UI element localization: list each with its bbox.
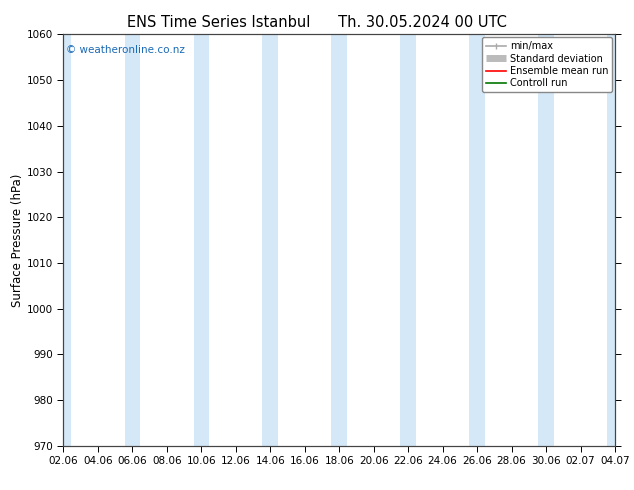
Bar (332, 34, 347, 446)
Text: ENS Time Series Istanbul      Th. 30.05.2024 00 UTC: ENS Time Series Istanbul Th. 30.05.2024 … (127, 15, 507, 30)
Bar (262, 34, 278, 446)
Text: © weatheronline.co.nz: © weatheronline.co.nz (66, 45, 185, 54)
Bar (538, 34, 553, 446)
Bar (125, 34, 140, 446)
Bar (193, 34, 209, 446)
Legend: min/max, Standard deviation, Ensemble mean run, Controll run: min/max, Standard deviation, Ensemble me… (482, 37, 612, 92)
Bar (56, 34, 71, 446)
Y-axis label: Surface Pressure (hPa): Surface Pressure (hPa) (11, 173, 24, 307)
Bar (469, 34, 485, 446)
Bar (607, 34, 623, 446)
Bar (401, 34, 416, 446)
